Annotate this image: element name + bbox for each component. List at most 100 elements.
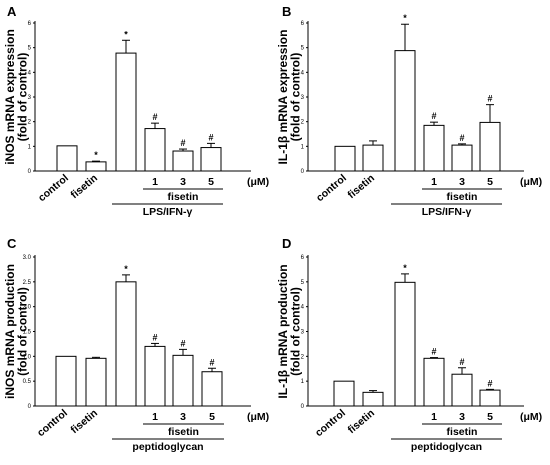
category-label: control [314, 172, 349, 204]
y-tick-label: 2 [28, 120, 32, 126]
significance-mark: * [403, 263, 407, 273]
inner-group-label: fisetin [168, 191, 199, 203]
y-tick-label: 3 [301, 330, 305, 336]
bar [362, 144, 384, 172]
dose-label: 5 [487, 176, 493, 188]
significance-mark: * [124, 29, 128, 39]
inner-group-label: fisetin [447, 426, 478, 438]
significance-mark: * [94, 150, 98, 160]
significance-mark: # [152, 112, 157, 122]
bar [172, 354, 194, 407]
dose-label: 5 [487, 411, 493, 423]
bar [85, 161, 107, 172]
y-tick-label: 5 [301, 46, 305, 52]
dose-label: 1 [431, 411, 437, 423]
y-tick-label: 0.5 [23, 379, 32, 385]
bar [144, 128, 166, 172]
dose-label: 3 [459, 176, 465, 188]
panel-letter: A [7, 4, 17, 19]
bar [479, 121, 501, 172]
significance-mark: # [431, 347, 436, 357]
y-tick-label: 0 [301, 169, 305, 175]
y-tick-label: 3.0 [23, 255, 32, 261]
bar [334, 145, 356, 172]
y-tick-label: 6 [301, 255, 305, 261]
panel-b: B IL-1β mRNA expression(fold of control) 0… [276, 4, 542, 218]
bar [423, 124, 445, 172]
dose-label: 3 [459, 411, 465, 423]
y-axis-label: IL-1β mRNA expression(fold of control) [276, 30, 303, 165]
y-tick-label: 0 [301, 404, 305, 410]
significance-mark: # [459, 133, 464, 143]
bar [479, 389, 501, 407]
significance-mark: * [403, 13, 407, 23]
category-label: fisetin [346, 407, 377, 436]
y-tick-label: 1 [301, 144, 305, 150]
significance-mark: # [180, 138, 185, 148]
bar [451, 373, 473, 407]
panel-d: D IL-1β mRNA production(fold of control) 0… [276, 236, 542, 453]
unit-label: (μM) [520, 411, 542, 423]
y-tick-label: 1 [301, 379, 305, 385]
y-axis-label: iNOS mRNA expression(fold of control) [3, 29, 30, 165]
category-label: control [35, 407, 70, 439]
category-label: fisetin [346, 172, 377, 201]
y-tick-label: 1.5 [23, 330, 32, 336]
y-tick-label: 6 [28, 21, 32, 27]
y-tick-label: 3 [28, 95, 32, 101]
bar [56, 145, 78, 172]
y-tick-label: 4 [301, 305, 305, 311]
y-tick-label: 0 [28, 169, 32, 175]
outer-group-label: peptidoglycan [132, 441, 203, 453]
y-tick-label: 1 [28, 144, 32, 150]
unit-label: (μM) [247, 176, 269, 188]
significance-mark: # [487, 378, 492, 388]
outer-group-label: peptidoglycan [411, 441, 482, 453]
significance-mark: # [180, 338, 185, 348]
unit-label: (μM) [247, 411, 269, 423]
bar [201, 371, 223, 407]
bar [423, 357, 445, 407]
significance-mark: # [208, 132, 213, 142]
bar [115, 52, 137, 172]
bar [362, 391, 384, 407]
outer-group-label: LPS/IFN-γ [422, 206, 472, 218]
bar [55, 355, 77, 407]
significance-mark: # [487, 94, 492, 104]
y-tick-label: 0 [28, 404, 32, 410]
bar [333, 380, 355, 407]
y-tick-label: 4 [301, 70, 305, 76]
category-label: control [36, 172, 71, 204]
bar [144, 345, 166, 407]
dose-label: 1 [152, 411, 158, 423]
dose-label: 1 [152, 176, 158, 188]
y-tick-label: 2 [301, 354, 305, 360]
unit-label: (μM) [520, 176, 542, 188]
y-axis-label: iNOS mRNA production(fold of control) [3, 264, 30, 399]
inner-group-label: fisetin [447, 191, 478, 203]
y-tick-label: 6 [301, 21, 305, 27]
significance-mark: # [459, 357, 464, 367]
significance-mark: * [124, 264, 128, 274]
dose-label: 1 [431, 176, 437, 188]
y-tick-label: 5 [28, 46, 32, 52]
bar [115, 281, 137, 407]
bar [172, 150, 194, 172]
bar [394, 50, 416, 172]
significance-mark: # [209, 357, 214, 367]
y-tick-label: 5 [301, 280, 305, 286]
y-tick-label: 2.5 [23, 280, 32, 286]
category-label: fisetin [69, 407, 100, 436]
dose-label: 5 [208, 176, 214, 188]
category-label: fisetin [69, 172, 100, 201]
bar [394, 281, 416, 407]
y-tick-label: 4 [28, 70, 32, 76]
panel-letter: B [282, 4, 291, 19]
dose-label: 3 [180, 411, 186, 423]
category-label: control [313, 407, 348, 439]
y-tick-label: 1.0 [23, 354, 32, 360]
y-tick-label: 2.0 [23, 305, 32, 311]
panel-letter: D [282, 236, 291, 251]
